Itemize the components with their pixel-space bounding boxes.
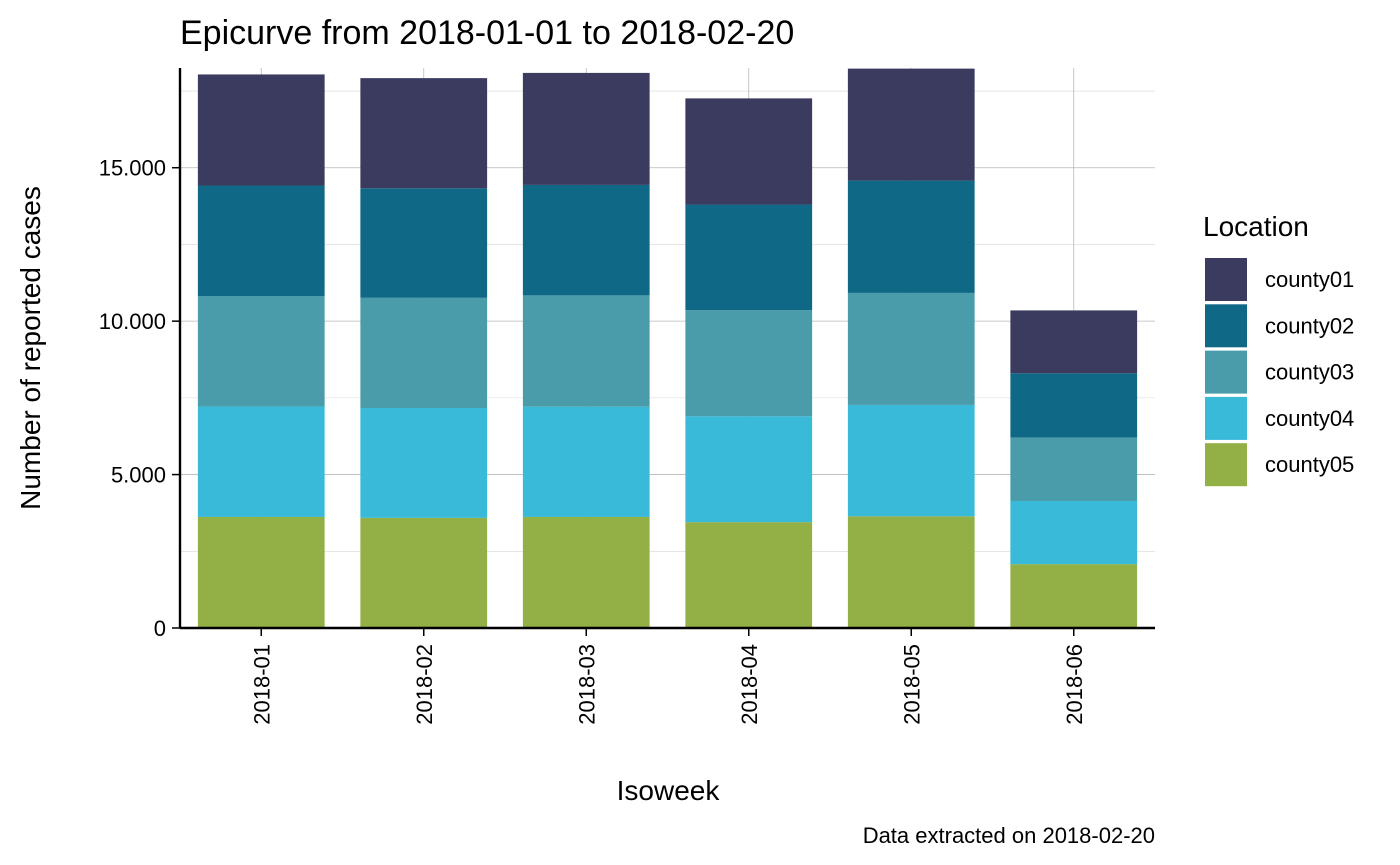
bar-county02-2018-06 (1010, 373, 1138, 438)
x-tick-label: 2018-06 (1062, 644, 1087, 725)
grid-lines (180, 68, 1155, 629)
legend-label-county02: county02 (1265, 313, 1354, 338)
y-tick-label: 5.000 (111, 463, 166, 488)
bar-county01-2018-06 (1010, 310, 1138, 374)
bars (197, 68, 1138, 628)
bar-county01-2018-04 (685, 98, 813, 205)
caption: Data extracted on 2018-02-20 (863, 823, 1155, 848)
x-tick-label: 2018-05 (899, 644, 924, 725)
bar-county01-2018-03 (522, 72, 650, 185)
bar-county05-2018-04 (685, 522, 813, 628)
legend-label-county03: county03 (1265, 360, 1354, 385)
bar-county04-2018-04 (685, 416, 813, 523)
bar-county02-2018-05 (847, 180, 975, 293)
x-tick-label: 2018-04 (737, 644, 762, 725)
bar-county03-2018-04 (685, 310, 813, 417)
bar-county04-2018-03 (522, 406, 650, 517)
bar-county03-2018-02 (360, 297, 488, 408)
legend-label-county01: county01 (1265, 267, 1354, 292)
bar-county02-2018-03 (522, 184, 650, 296)
bar-county03-2018-03 (522, 295, 650, 407)
x-tick-label: 2018-02 (412, 644, 437, 725)
bar-county05-2018-02 (360, 517, 488, 628)
bar-county05-2018-01 (197, 516, 325, 628)
bar-county05-2018-06 (1010, 564, 1138, 628)
y-tick-label: 0 (154, 616, 166, 641)
x-axis-ticks: 2018-01 2018-02 2018-03 2018-04 2018-05 2018-… (249, 628, 1087, 725)
y-axis-title: Number of reported cases (15, 186, 46, 510)
bar-county01-2018-02 (360, 78, 488, 189)
x-axis-title: Isoweek (617, 775, 721, 806)
y-axis-ticks: 0 5.000 10.000 15.000 (99, 156, 180, 641)
bar-county03-2018-05 (847, 292, 975, 405)
bar-county02-2018-04 (685, 204, 813, 311)
bar-county03-2018-06 (1010, 437, 1138, 501)
legend-swatch-county04 (1205, 396, 1247, 440)
y-tick-label: 10.000 (99, 309, 166, 334)
legend-swatch-county01 (1205, 258, 1247, 301)
bar-county01-2018-01 (197, 74, 325, 186)
bar-county01-2018-05 (847, 68, 975, 181)
bar-county04-2018-01 (197, 406, 325, 517)
legend-title: Location (1203, 211, 1309, 242)
legend-swatch-county05 (1205, 443, 1247, 487)
legend-label-county05: county05 (1265, 452, 1354, 477)
bar-county02-2018-02 (360, 188, 488, 298)
legend-swatch-county03 (1205, 350, 1247, 394)
bar-county04-2018-06 (1010, 500, 1138, 565)
bar-county02-2018-01 (197, 185, 325, 296)
x-tick-label: 2018-03 (574, 644, 599, 725)
bar-county05-2018-05 (847, 516, 975, 628)
bar-county03-2018-01 (197, 295, 325, 407)
axes (178, 68, 1155, 630)
chart-title: Epicurve from 2018-01-01 to 2018-02-20 (180, 14, 794, 52)
legend-label-county04: county04 (1265, 406, 1354, 431)
bar-county04-2018-05 (847, 404, 975, 517)
bar-county04-2018-02 (360, 407, 488, 518)
x-tick-label: 2018-01 (249, 644, 274, 725)
legend-swatch-county02 (1205, 304, 1247, 348)
legend: Location county01 county02 county03 county0… (1203, 211, 1354, 487)
bar-county05-2018-03 (522, 516, 650, 628)
y-tick-label: 15.000 (99, 156, 166, 181)
